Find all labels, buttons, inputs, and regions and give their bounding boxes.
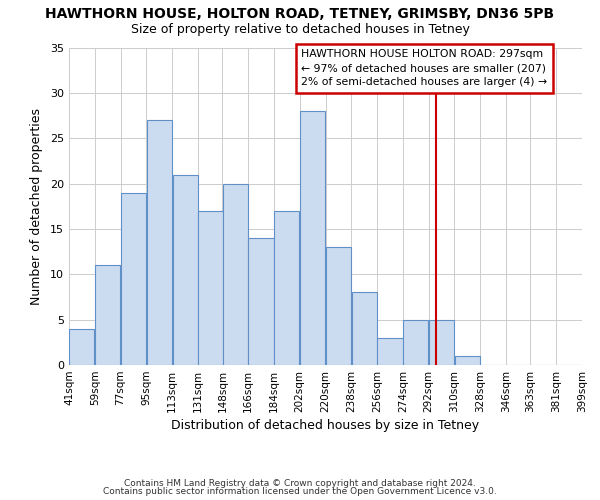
X-axis label: Distribution of detached houses by size in Tetney: Distribution of detached houses by size … [172, 419, 479, 432]
Bar [455, 356, 480, 365]
Text: Contains public sector information licensed under the Open Government Licence v3: Contains public sector information licen… [103, 487, 497, 496]
Text: HAWTHORN HOUSE HOLTON ROAD: 297sqm
← 97% of detached houses are smaller (207)
2%: HAWTHORN HOUSE HOLTON ROAD: 297sqm ← 97%… [301, 50, 547, 88]
Bar [248, 238, 274, 365]
Bar [300, 111, 325, 365]
Bar [377, 338, 403, 365]
Text: Size of property relative to detached houses in Tetney: Size of property relative to detached ho… [131, 22, 469, 36]
Y-axis label: Number of detached properties: Number of detached properties [30, 108, 43, 304]
Bar [95, 265, 120, 365]
Bar [70, 328, 94, 365]
Bar [403, 320, 428, 365]
Bar [223, 184, 248, 365]
Bar [199, 211, 223, 365]
Bar [147, 120, 172, 365]
Bar [121, 192, 146, 365]
Text: Contains HM Land Registry data © Crown copyright and database right 2024.: Contains HM Land Registry data © Crown c… [124, 478, 476, 488]
Bar [274, 211, 299, 365]
Bar [429, 320, 454, 365]
Bar [326, 247, 351, 365]
Bar [352, 292, 377, 365]
Bar [173, 174, 197, 365]
Text: HAWTHORN HOUSE, HOLTON ROAD, TETNEY, GRIMSBY, DN36 5PB: HAWTHORN HOUSE, HOLTON ROAD, TETNEY, GRI… [46, 8, 554, 22]
